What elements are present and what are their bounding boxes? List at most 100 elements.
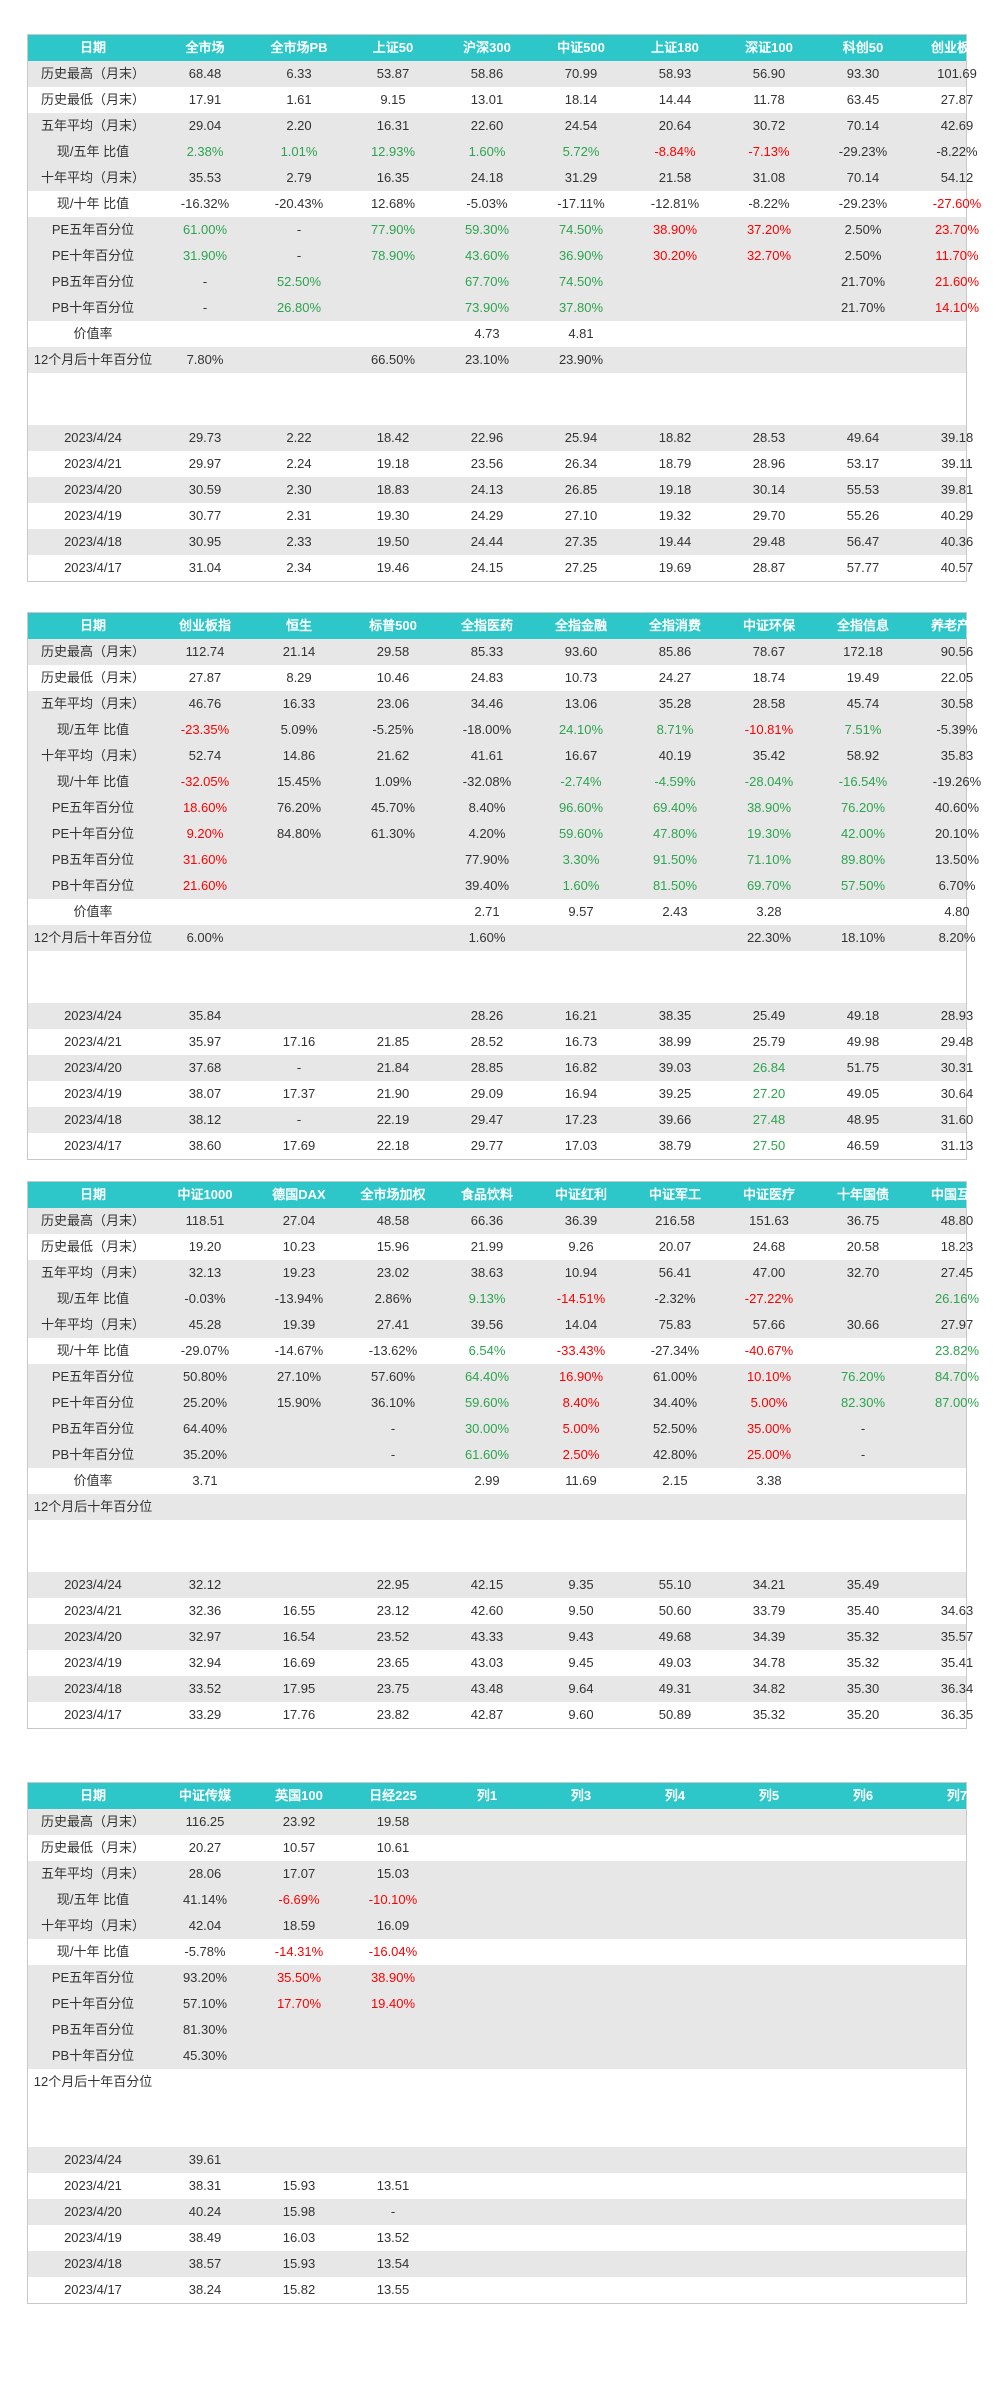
table-cell (252, 1572, 346, 1598)
table-cell: 24.18 (470, 170, 504, 185)
table-cell: 27.48 (752, 1112, 786, 1127)
table-cell (346, 1494, 440, 1520)
table-cell (440, 2199, 534, 2225)
table-cell: 6.00% (186, 930, 224, 945)
table-cell (628, 1991, 722, 2017)
table-cell: 29.09 (470, 1086, 504, 1101)
column-header: 创业板指 (178, 618, 231, 633)
table-cell: 25.79 (752, 1034, 786, 1049)
table-cell (534, 977, 628, 1003)
table-cell: 2.22 (286, 430, 312, 445)
row-label: PE五年百分位 (51, 800, 135, 815)
table-cell (628, 2043, 722, 2069)
table-cell: 18.10% (840, 930, 886, 945)
table-cell: 21.58 (658, 170, 692, 185)
table-cell (252, 2017, 346, 2043)
table-cell (440, 1861, 534, 1887)
table-cell: 20.27 (188, 1840, 222, 1855)
table-cell: 5.00% (750, 1395, 788, 1410)
table-cell: 21.14 (282, 644, 316, 659)
table-cell (722, 347, 816, 373)
table-cell (252, 847, 346, 873)
row-label: PE十年百分位 (51, 1996, 135, 2011)
table-cell (722, 2277, 816, 2303)
table-cell (158, 321, 252, 347)
table-row: 现/十年 比值 -5.78% -14.31% -16.04% (28, 1939, 966, 1965)
table-cell: 15.93 (282, 2178, 316, 2193)
table-cell: 118.51 (185, 1213, 225, 1228)
table-cell: 13.54 (376, 2256, 410, 2271)
table-cell (628, 1965, 722, 1991)
table-cell (534, 925, 628, 951)
table-row: 现/十年 比值 -29.07% -14.67% -13.62% 6.54% -33.43%… (28, 1338, 979, 1364)
table-cell (628, 2199, 722, 2225)
row-label: PB五年百分位 (51, 1421, 135, 1436)
table-cell: 14.44 (658, 92, 692, 107)
table-cell: 6.54% (468, 1343, 506, 1358)
table-cell: 16.55 (282, 1603, 316, 1618)
table-row: PE十年百分位 31.90% - 78.90% 43.60% 36.90% 30.20% 32… (28, 243, 979, 269)
table-cell: 8.40% (468, 800, 506, 815)
table-cell (816, 1286, 910, 1312)
table-cell (346, 2043, 440, 2069)
table-cell: 9.50 (568, 1603, 594, 1618)
table-cell: 2.86% (374, 1291, 412, 1306)
table-cell: 4.20% (468, 826, 506, 841)
row-label: 2023/4/24 (64, 430, 122, 445)
row-label: PB十年百分位 (51, 1447, 135, 1462)
column-header: 列5 (758, 1788, 780, 1803)
row-label: PE十年百分位 (51, 826, 135, 841)
table-cell: 4.80 (944, 904, 970, 919)
table-cell (722, 399, 816, 425)
table-cell: 19.30% (746, 826, 792, 841)
table-cell: 32.97 (188, 1629, 222, 1644)
row-label: PB十年百分位 (51, 2048, 135, 2063)
table-cell (252, 321, 346, 347)
table-cell: 84.70% (934, 1369, 980, 1384)
table-cell: 32.94 (188, 1655, 222, 1670)
table-cell (440, 1809, 534, 1835)
table-cell: 28.26 (470, 1008, 504, 1023)
table-cell: 30.95 (188, 534, 222, 549)
table-cell (158, 373, 252, 399)
table-cell: 9.15 (380, 92, 406, 107)
table-cell: 19.39 (282, 1317, 316, 1332)
table-row: 现/十年 比值 -16.32% -20.43% 12.68% -5.03% -17.11%… (28, 191, 981, 217)
table-cell: 19.18 (658, 482, 692, 497)
table-row: 价值率 4.73 4.81 (28, 321, 966, 347)
table-cell (722, 1965, 816, 1991)
table-cell: 49.05 (846, 1086, 880, 1101)
table-cell: 55.53 (846, 482, 880, 497)
table-cell (252, 1003, 346, 1029)
table-header-row: 日期 创业板指 恒生 标普500 全指医药 全指金融 全指消费 中证环保 全指信息 养老产业 (28, 613, 983, 639)
table-cell (534, 2199, 628, 2225)
table-row: 十年平均（月末） 42.04 18.59 16.09 (28, 1913, 966, 1939)
table-cell: 35.00% (746, 1421, 792, 1436)
table-cell: - (296, 1112, 302, 1127)
table-cell: 47.80% (652, 826, 698, 841)
table-cell: 22.30% (746, 930, 792, 945)
table-cell: 16.90% (558, 1369, 604, 1384)
table-cell: 56.41 (658, 1265, 692, 1280)
table-cell (628, 2095, 722, 2121)
table-cell: -28.04% (744, 774, 794, 789)
valuation-table-2: 日期 创业板指 恒生 标普500 全指医药 全指金融 全指消费 中证环保 全指信息 养老产业 历史最… (27, 612, 983, 1160)
table-cell (440, 2069, 534, 2095)
table-cell (158, 1520, 252, 1546)
table-cell (722, 2095, 816, 2121)
table-cell (910, 1572, 993, 1598)
table-cell: 49.68 (658, 1629, 692, 1644)
table-cell (628, 1835, 722, 1861)
table-cell (440, 2225, 534, 2251)
table-cell: 35.50% (276, 1970, 322, 1985)
table-cell (440, 1494, 534, 1520)
table-cell (816, 1913, 910, 1939)
row-label: 五年平均（月末） (40, 1866, 145, 1881)
table-row: 现/五年 比值 -0.03% -13.94% 2.86% 9.13% -14.51% -2.… (28, 1286, 979, 1312)
table-cell: 29.48 (752, 534, 786, 549)
table-cell: 85.86 (658, 644, 692, 659)
table-cell (628, 2277, 722, 2303)
table-cell: -14.67% (274, 1343, 324, 1358)
table-cell: -32.08% (462, 774, 512, 789)
table-cell: 32.12 (188, 1577, 222, 1592)
